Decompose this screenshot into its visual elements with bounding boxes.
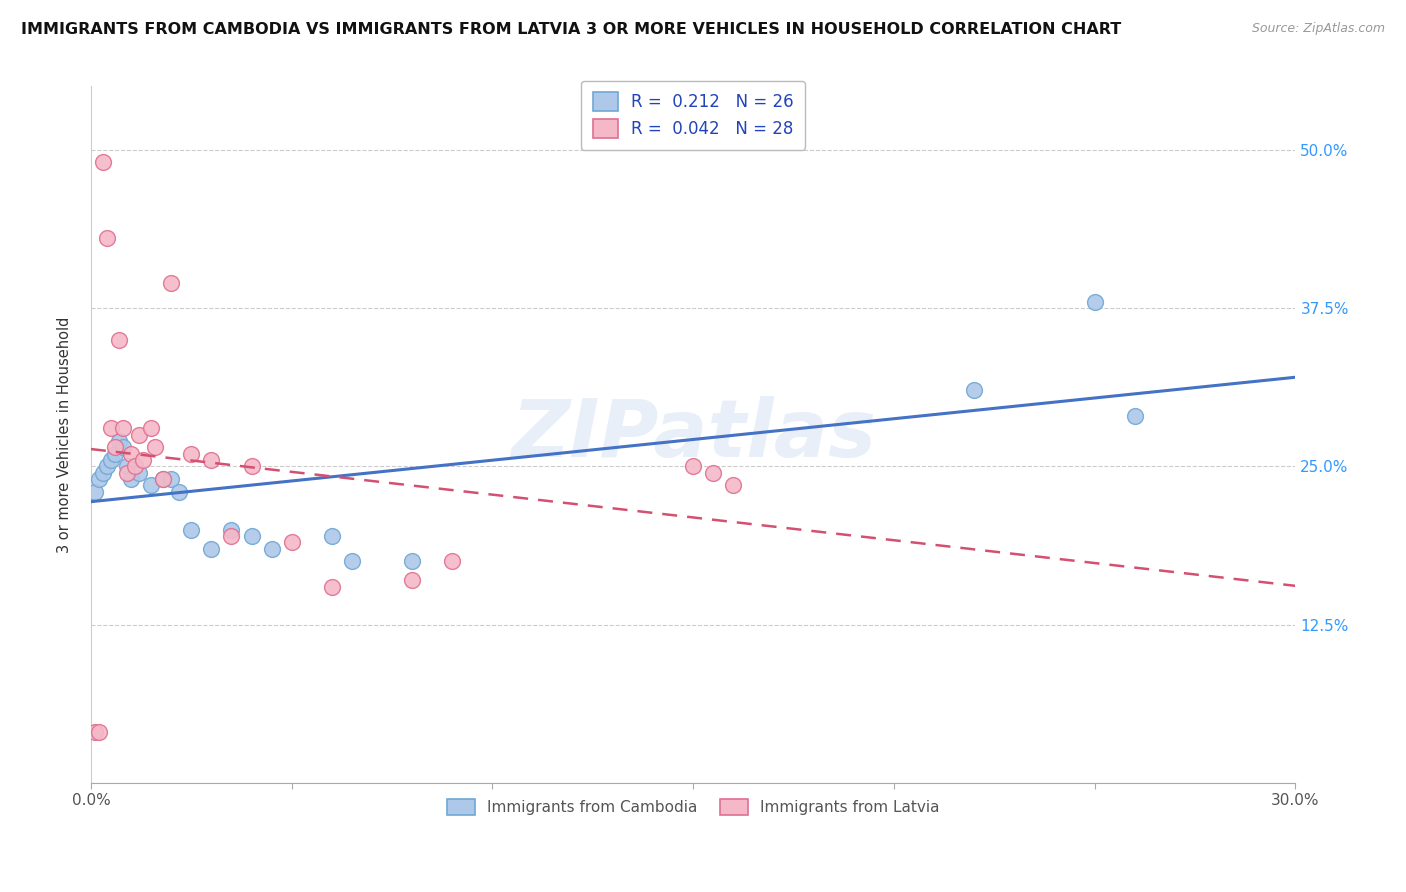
Point (723, 478, 745, 492)
Point (401, 574, 423, 588)
Point (401, 554, 423, 568)
Point (240, 529, 263, 543)
Text: ZIPatlas: ZIPatlas (510, 396, 876, 474)
Point (702, 466, 724, 480)
Point (108, 434, 131, 448)
Point (87, 472, 110, 486)
Point (221, 523, 243, 537)
Point (321, 529, 343, 543)
Point (104, 447, 127, 461)
Point (141, 478, 163, 492)
Point (128, 427, 150, 442)
Point (200, 453, 222, 467)
Point (180, 523, 202, 537)
Point (128, 466, 150, 480)
Point (84, 725, 107, 739)
Point (115, 459, 138, 474)
Point (441, 554, 464, 568)
Point (124, 459, 146, 474)
Point (280, 535, 302, 549)
Point (260, 541, 283, 556)
Point (240, 459, 263, 474)
Point (1123, 409, 1146, 423)
Point (221, 529, 243, 543)
Point (91, 155, 114, 169)
Point (108, 333, 131, 347)
Point (87, 725, 110, 739)
Point (96, 231, 118, 245)
Point (112, 421, 135, 435)
Text: Source: ZipAtlas.com: Source: ZipAtlas.com (1251, 22, 1385, 36)
Point (112, 441, 135, 455)
Point (321, 580, 343, 594)
Point (152, 472, 174, 486)
Point (1084, 294, 1107, 309)
Point (141, 421, 163, 435)
Point (180, 447, 202, 461)
Point (963, 384, 986, 398)
Point (167, 484, 190, 499)
Point (152, 472, 174, 486)
Point (200, 541, 222, 556)
Point (132, 453, 155, 467)
Y-axis label: 3 or more Vehicles in Household: 3 or more Vehicles in Household (58, 317, 72, 553)
Point (120, 447, 142, 461)
Point (84, 484, 107, 499)
Point (100, 453, 122, 467)
Legend: Immigrants from Cambodia, Immigrants from Latvia: Immigrants from Cambodia, Immigrants fro… (437, 789, 949, 824)
Point (104, 441, 127, 455)
Point (120, 472, 142, 486)
Point (143, 441, 166, 455)
Point (96, 459, 118, 474)
Text: IMMIGRANTS FROM CAMBODIA VS IMMIGRANTS FROM LATVIA 3 OR MORE VEHICLES IN HOUSEHO: IMMIGRANTS FROM CAMBODIA VS IMMIGRANTS F… (21, 22, 1122, 37)
Point (91, 466, 114, 480)
Point (160, 472, 183, 486)
Point (115, 466, 138, 480)
Point (100, 421, 122, 435)
Point (340, 554, 363, 568)
Point (160, 276, 183, 290)
Point (682, 459, 704, 474)
